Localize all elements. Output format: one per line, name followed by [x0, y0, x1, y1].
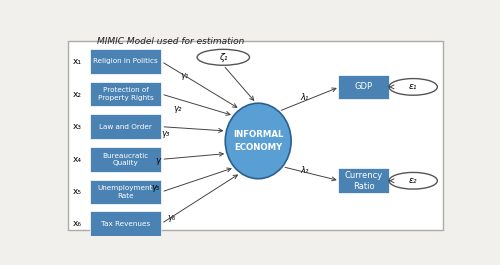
- FancyBboxPatch shape: [68, 41, 444, 230]
- FancyBboxPatch shape: [90, 180, 160, 204]
- Text: λ₂: λ₂: [300, 166, 309, 175]
- Text: Law and Order: Law and Order: [99, 124, 152, 130]
- Text: MIMIC Model used for estimation: MIMIC Model used for estimation: [98, 37, 245, 46]
- Text: λ₁: λ₁: [300, 92, 309, 101]
- Text: γ₁: γ₁: [180, 71, 189, 80]
- Text: γ₆: γ₆: [167, 213, 175, 222]
- Text: ζ₁: ζ₁: [219, 53, 228, 62]
- Text: γ₅: γ₅: [152, 183, 160, 192]
- Text: x₃: x₃: [72, 122, 82, 131]
- FancyBboxPatch shape: [338, 169, 389, 193]
- Text: Tax Revenues: Tax Revenues: [101, 220, 150, 227]
- Text: ε₂: ε₂: [409, 176, 418, 185]
- Ellipse shape: [389, 78, 438, 95]
- Text: INFORMAL
ECONOMY: INFORMAL ECONOMY: [233, 130, 283, 152]
- Text: γ₂: γ₂: [173, 104, 182, 113]
- Text: ε₁: ε₁: [409, 82, 418, 91]
- Ellipse shape: [197, 49, 250, 65]
- Text: x₅: x₅: [72, 187, 82, 196]
- FancyBboxPatch shape: [338, 74, 389, 99]
- Ellipse shape: [389, 173, 438, 189]
- FancyBboxPatch shape: [90, 114, 160, 139]
- Text: Protection of
Property Rights: Protection of Property Rights: [98, 87, 154, 101]
- FancyBboxPatch shape: [90, 82, 160, 106]
- Text: x₁: x₁: [72, 57, 82, 66]
- Text: x₆: x₆: [72, 219, 82, 228]
- Text: Bureaucratic
Quality: Bureaucratic Quality: [102, 153, 148, 166]
- FancyBboxPatch shape: [90, 211, 160, 236]
- Text: Currency
Ratio: Currency Ratio: [344, 171, 383, 191]
- Text: x₄: x₄: [72, 155, 82, 164]
- Text: Religion in Politics: Religion in Politics: [93, 58, 158, 64]
- FancyBboxPatch shape: [90, 147, 160, 172]
- Ellipse shape: [225, 103, 291, 179]
- Text: x₂: x₂: [72, 90, 82, 99]
- Text: Unemployment
Rate: Unemployment Rate: [98, 185, 153, 199]
- Text: GDP: GDP: [354, 82, 373, 91]
- Text: γ₃: γ₃: [162, 129, 170, 138]
- Text: γ: γ: [156, 156, 160, 165]
- FancyBboxPatch shape: [90, 49, 160, 74]
